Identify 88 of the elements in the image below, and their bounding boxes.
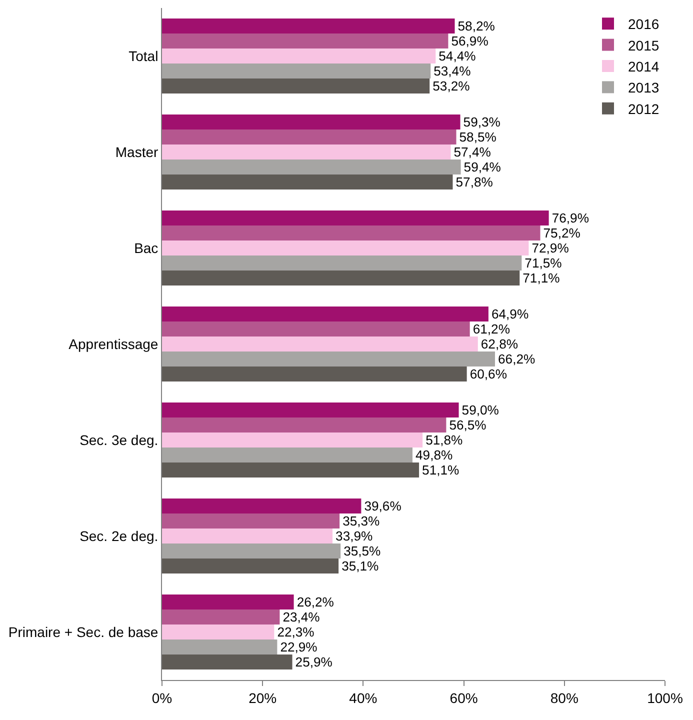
data-label: 66,2% bbox=[498, 352, 536, 367]
bar bbox=[162, 255, 522, 270]
bar bbox=[162, 654, 292, 670]
data-label: 75,2% bbox=[543, 226, 581, 241]
bar bbox=[162, 322, 470, 337]
bar bbox=[162, 418, 446, 433]
data-label: 53,2% bbox=[432, 78, 470, 94]
bar bbox=[162, 130, 456, 145]
data-label: 54,4% bbox=[438, 48, 476, 64]
bar bbox=[162, 48, 436, 64]
bar bbox=[162, 270, 520, 286]
data-label: 58,5% bbox=[459, 130, 497, 145]
data-label: 58,2% bbox=[458, 18, 496, 34]
data-label: 35,3% bbox=[342, 514, 380, 529]
bar bbox=[162, 144, 451, 160]
x-tick-label: 40% bbox=[349, 690, 378, 706]
bar bbox=[162, 624, 274, 640]
data-label: 71,5% bbox=[524, 256, 562, 271]
data-label: 25,9% bbox=[295, 654, 333, 670]
bar bbox=[162, 543, 341, 558]
legend-label: 2014 bbox=[628, 58, 660, 74]
legend-label: 2016 bbox=[628, 16, 660, 32]
y-tick-label: Total bbox=[128, 48, 158, 64]
data-label: 59,0% bbox=[462, 402, 500, 418]
bar bbox=[162, 306, 488, 322]
y-tick-label: Apprentissage bbox=[68, 336, 158, 352]
bar bbox=[162, 558, 339, 574]
y-tick-label: Bac bbox=[134, 240, 158, 256]
data-label: 26,2% bbox=[296, 594, 334, 610]
bar bbox=[162, 528, 333, 544]
y-tick-label: Sec. 2e deg. bbox=[80, 528, 158, 544]
data-label: 35,5% bbox=[344, 544, 382, 559]
bar bbox=[162, 114, 460, 130]
legend-label: 2013 bbox=[628, 80, 660, 96]
bar bbox=[162, 610, 280, 625]
data-label: 39,6% bbox=[364, 498, 402, 514]
data-label: 72,9% bbox=[532, 240, 570, 256]
bar bbox=[162, 594, 294, 610]
bar bbox=[162, 159, 461, 174]
y-tick-label: Primaire + Sec. de base bbox=[8, 624, 158, 640]
bar bbox=[162, 226, 540, 241]
bar bbox=[162, 336, 478, 352]
data-label: 76,9% bbox=[552, 210, 590, 226]
data-label: 22,3% bbox=[277, 624, 315, 640]
data-label: 59,3% bbox=[463, 114, 501, 130]
data-label: 64,9% bbox=[491, 306, 529, 322]
x-tick-label: 100% bbox=[647, 690, 683, 706]
bar bbox=[162, 366, 467, 382]
bar bbox=[162, 210, 549, 226]
data-label: 61,2% bbox=[472, 322, 510, 337]
bar bbox=[162, 63, 431, 78]
legend-label: 2015 bbox=[628, 37, 660, 54]
data-label: 56,9% bbox=[451, 34, 489, 49]
x-tick-label: 20% bbox=[248, 690, 277, 706]
bar bbox=[162, 174, 453, 190]
bar bbox=[162, 639, 278, 654]
bar bbox=[162, 514, 340, 529]
bar bbox=[162, 351, 495, 366]
bar bbox=[162, 240, 529, 256]
data-label: 56,5% bbox=[449, 418, 487, 433]
data-label: 60,6% bbox=[470, 366, 508, 382]
data-label: 22,9% bbox=[280, 640, 318, 655]
bar bbox=[162, 78, 430, 94]
data-label: 71,1% bbox=[522, 270, 560, 286]
bar bbox=[162, 18, 455, 34]
data-label: 35,1% bbox=[342, 558, 380, 574]
data-label: 23,4% bbox=[282, 610, 320, 625]
x-tick-label: 0% bbox=[152, 690, 172, 706]
data-label: 62,8% bbox=[480, 336, 518, 352]
bar bbox=[162, 402, 459, 418]
data-label: 53,4% bbox=[434, 64, 472, 79]
data-label: 57,4% bbox=[454, 144, 492, 160]
data-label: 51,8% bbox=[426, 432, 464, 448]
data-label: 59,4% bbox=[464, 160, 502, 175]
bar bbox=[162, 34, 448, 49]
data-label: 51,1% bbox=[422, 462, 460, 478]
y-tick-label: Sec. 3e deg. bbox=[80, 432, 158, 448]
data-label: 57,8% bbox=[456, 174, 494, 190]
data-label: 33,9% bbox=[336, 528, 374, 544]
x-tick-label: 80% bbox=[550, 690, 578, 706]
bar bbox=[162, 462, 420, 478]
bar bbox=[162, 447, 412, 462]
data-label: 49,8% bbox=[416, 448, 453, 463]
legend-label: 2012 bbox=[628, 100, 660, 117]
x-tick-label: 60% bbox=[450, 690, 478, 706]
y-tick-label: Master bbox=[115, 144, 159, 160]
bar bbox=[162, 498, 362, 514]
bar bbox=[162, 432, 423, 448]
